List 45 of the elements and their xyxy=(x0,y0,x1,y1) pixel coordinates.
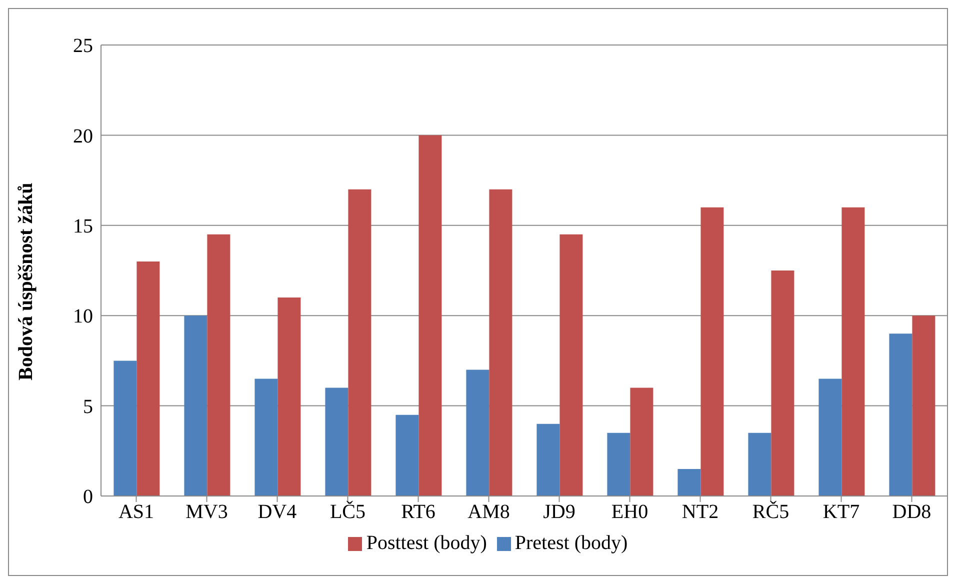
bar xyxy=(889,334,912,496)
x-tick-label: KT7 xyxy=(822,501,860,524)
bar xyxy=(136,261,160,496)
bar xyxy=(818,378,842,496)
x-tick-label: EH0 xyxy=(611,501,648,524)
y-tick-label: 5 xyxy=(83,396,93,418)
bar xyxy=(607,432,630,496)
y-tick-label: 20 xyxy=(73,125,93,148)
bar xyxy=(536,424,560,496)
bar xyxy=(560,234,583,496)
x-tick-label: AS1 xyxy=(118,501,154,524)
x-tick-label: DV4 xyxy=(258,501,297,524)
bar xyxy=(254,378,278,496)
bar xyxy=(207,234,230,496)
bar xyxy=(348,189,372,496)
bar xyxy=(184,316,208,496)
bar xyxy=(278,298,301,496)
x-tick-label: NT2 xyxy=(682,501,719,524)
y-tick-label: 0 xyxy=(83,486,93,508)
x-tick-label: JD9 xyxy=(543,501,576,524)
x-tick-label: DD8 xyxy=(892,501,932,524)
y-tick-label: 25 xyxy=(73,35,93,58)
legend-label: Posttest (body) xyxy=(366,532,487,554)
legend-label: Pretest (body) xyxy=(514,532,628,554)
bar xyxy=(842,207,865,496)
bar xyxy=(489,189,512,496)
bar xyxy=(396,414,419,496)
bar xyxy=(771,270,794,496)
bar xyxy=(418,135,442,496)
bar xyxy=(912,316,936,496)
bar xyxy=(114,360,137,496)
bar xyxy=(678,468,701,496)
y-axis-title: Bodová úspěšnost žáků xyxy=(15,182,38,380)
bar xyxy=(325,388,348,496)
bar xyxy=(700,207,724,496)
bar xyxy=(466,370,490,496)
x-tick-label: AM8 xyxy=(468,501,510,524)
y-tick-label: 15 xyxy=(73,216,93,238)
y-tick-label: 10 xyxy=(73,306,93,328)
x-tick-label: LČ5 xyxy=(330,500,366,524)
bar xyxy=(630,388,654,496)
x-tick-label: MV3 xyxy=(186,501,228,524)
bar xyxy=(748,432,772,496)
x-tick-label: RČ5 xyxy=(752,500,790,524)
x-tick-label: RT6 xyxy=(401,501,436,524)
